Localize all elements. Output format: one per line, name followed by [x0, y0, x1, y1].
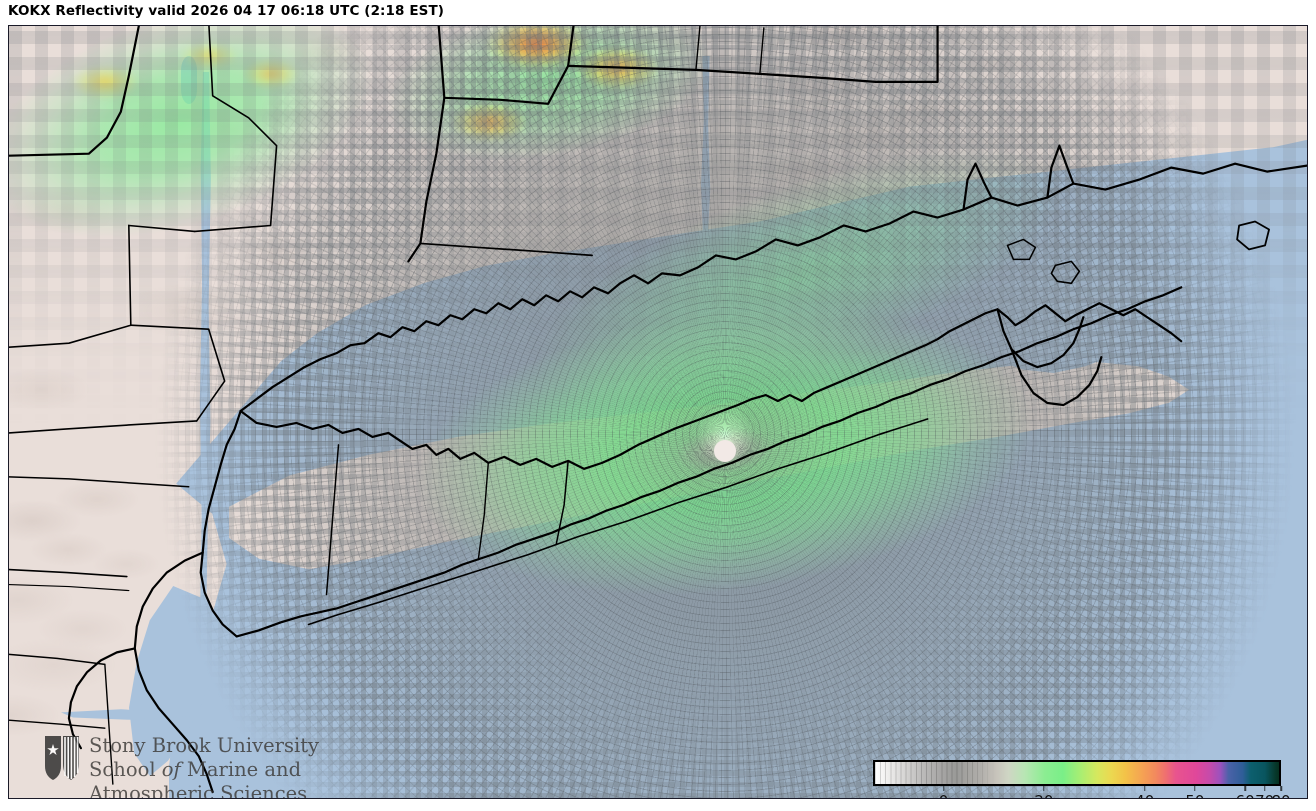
- logo-line-2: School of Marine and: [89, 758, 319, 782]
- colorbar-tick-label: 40: [1135, 792, 1154, 798]
- stony-brook-shield-icon: [45, 736, 79, 780]
- colorbar-tick: [1143, 786, 1146, 791]
- colorbar-gradient: [875, 762, 1279, 784]
- colorbar-striping: [875, 762, 1279, 784]
- colorbar-tick-label: 60: [1236, 792, 1255, 798]
- colorbar-tick: [1043, 786, 1045, 791]
- colorbar-tick-label: 50: [1185, 792, 1204, 798]
- colorbar-tick-label: 80: [1271, 792, 1290, 798]
- stony-brook-logo: Stony Brook University School of Marine …: [45, 734, 319, 798]
- colorbar-tick-label: 70: [1255, 792, 1274, 798]
- logo-line-2-pre: School: [89, 757, 162, 781]
- map-frame[interactable]: Stony Brook University School of Marine …: [8, 25, 1308, 799]
- colorbar-tick: [1280, 786, 1282, 791]
- map-canvas[interactable]: Stony Brook University School of Marine …: [9, 26, 1307, 798]
- colorbar-tick-label: 20: [1034, 792, 1053, 798]
- colorbar-tick: [1263, 786, 1266, 791]
- colorbar-tick-label: 0: [939, 792, 949, 798]
- logo-line-3: Atmospheric Sciences: [89, 781, 308, 798]
- water-lake: [181, 56, 197, 104]
- colorbar-tick: [1244, 786, 1246, 791]
- colorbar-tick: [942, 786, 945, 791]
- stony-brook-logo-text: Stony Brook University School of Marine …: [89, 734, 319, 798]
- colorbar-tick: [1194, 786, 1196, 791]
- logo-line-2-italic: of: [161, 757, 181, 781]
- logo-line-2-post: Marine and: [180, 757, 302, 781]
- page-title: KOKX Reflectivity valid 2026 04 17 06:18…: [8, 3, 445, 19]
- reflectivity-colorbar[interactable]: 0 20 40 50 607080: [873, 760, 1291, 798]
- logo-line-1: Stony Brook University: [89, 734, 320, 757]
- colorbar-box: [873, 760, 1281, 786]
